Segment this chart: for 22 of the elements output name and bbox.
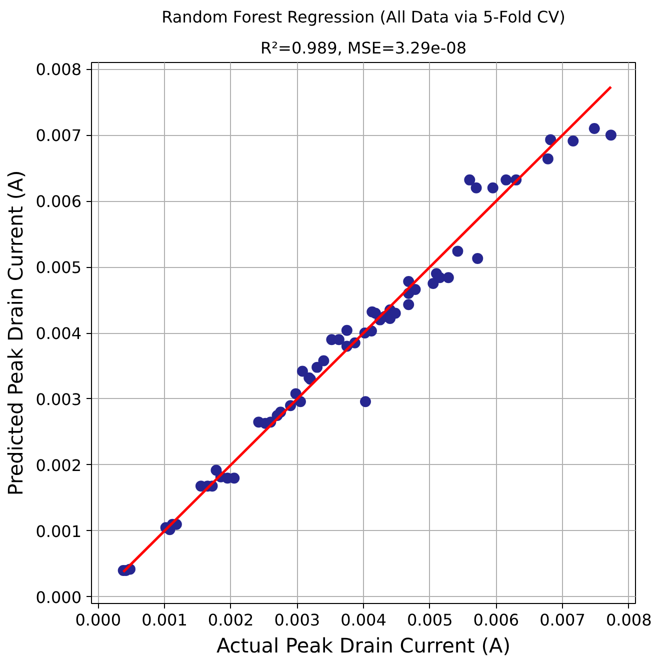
x-tick-label: 0.006: [473, 610, 520, 630]
chart-subtitle: R²=0.989, MSE=3.29e-08: [260, 38, 467, 58]
y-tick-label: 0.006: [36, 192, 82, 212]
y-tick-label: 0.005: [36, 258, 82, 278]
y-tick-label: 0.001: [36, 522, 82, 541]
x-tick-label: 0.001: [142, 610, 188, 630]
y-tick-label: 0.007: [36, 126, 82, 146]
y-axis-title: Predicted Peak Drain Current (A): [4, 170, 28, 496]
y-tick-label: 0.008: [36, 60, 82, 80]
x-axis-title: Actual Peak Drain Current (A): [216, 634, 511, 658]
x-tick-label: 0.002: [208, 610, 254, 630]
x-tick-label: 0.003: [274, 610, 320, 630]
chart-title: Random Forest Regression (All Data via 5-Fold CV): [162, 8, 566, 26]
x-tick-label: 0.008: [606, 610, 652, 630]
y-tick-label: 0.004: [36, 324, 82, 343]
y-tick-label: 0.002: [36, 456, 82, 475]
x-tick-label: 0.004: [340, 610, 386, 630]
y-tick-label: 0.000: [36, 588, 82, 607]
x-tick-label: 0.005: [406, 610, 453, 630]
y-tick-label: 0.003: [36, 390, 82, 409]
x-tick-label: 0.000: [75, 610, 122, 630]
x-tick-label: 0.007: [540, 610, 586, 630]
